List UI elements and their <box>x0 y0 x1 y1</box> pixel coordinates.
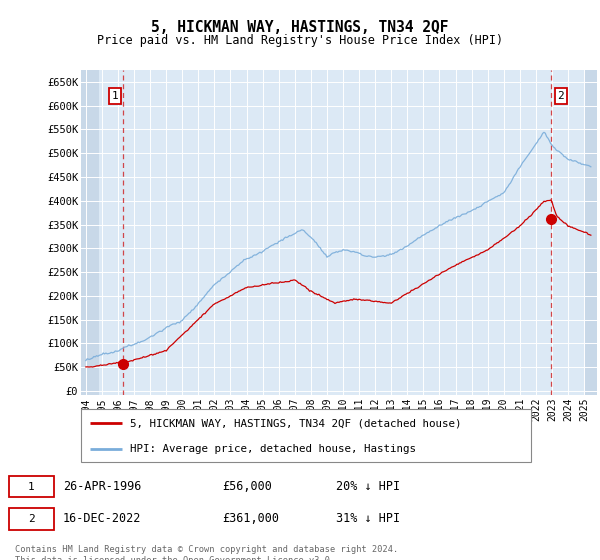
Polygon shape <box>584 70 597 395</box>
Polygon shape <box>81 70 98 395</box>
Text: 31% ↓ HPI: 31% ↓ HPI <box>336 512 400 525</box>
Text: 1: 1 <box>28 482 35 492</box>
Text: 26-APR-1996: 26-APR-1996 <box>63 480 142 493</box>
Text: £56,000: £56,000 <box>222 480 272 493</box>
Text: Price paid vs. HM Land Registry's House Price Index (HPI): Price paid vs. HM Land Registry's House … <box>97 34 503 46</box>
Text: £361,000: £361,000 <box>222 512 279 525</box>
Text: 2: 2 <box>557 91 565 101</box>
Text: 2: 2 <box>28 514 35 524</box>
Text: 1: 1 <box>112 91 118 101</box>
FancyBboxPatch shape <box>9 476 54 497</box>
Text: 5, HICKMAN WAY, HASTINGS, TN34 2QF (detached house): 5, HICKMAN WAY, HASTINGS, TN34 2QF (deta… <box>131 418 462 428</box>
Text: 20% ↓ HPI: 20% ↓ HPI <box>336 480 400 493</box>
FancyBboxPatch shape <box>9 508 54 530</box>
Text: 5, HICKMAN WAY, HASTINGS, TN34 2QF: 5, HICKMAN WAY, HASTINGS, TN34 2QF <box>151 20 449 35</box>
Polygon shape <box>81 70 98 395</box>
FancyBboxPatch shape <box>81 409 531 462</box>
Text: 16-DEC-2022: 16-DEC-2022 <box>63 512 142 525</box>
Text: Contains HM Land Registry data © Crown copyright and database right 2024.
This d: Contains HM Land Registry data © Crown c… <box>15 545 398 560</box>
Text: HPI: Average price, detached house, Hastings: HPI: Average price, detached house, Hast… <box>131 444 416 454</box>
